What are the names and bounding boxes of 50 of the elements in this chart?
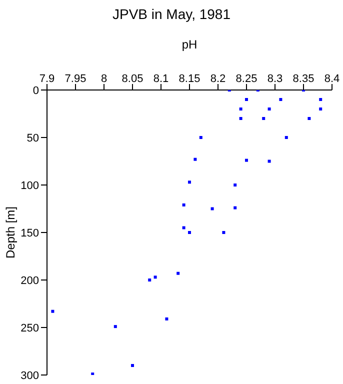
point [319,108,322,110]
x-tick-label: 7.9 [39,73,55,85]
x-axis-title: pH [182,38,198,52]
point [188,231,191,234]
x-tick-label: 8.1 [153,73,169,85]
point [284,136,288,139]
x-tick-label: 8.4 [324,73,340,85]
x-tick-label: 8.2 [210,73,226,85]
chart-title: JPVB in May, 1981 [111,6,232,22]
point [154,276,157,279]
x-tick-label: 8.05 [122,73,144,85]
y-axis-title: Depth [m] [3,206,18,259]
y-tick-label: 300 [20,370,39,382]
point [222,231,226,234]
x-tick-label: 8.3 [267,73,283,85]
x-tick-label: 8.35 [292,73,314,85]
point [308,117,311,120]
x-tick-label: 8.25 [236,73,258,85]
point [239,108,242,110]
point [245,98,248,101]
x-tick-label: 7.95 [64,73,86,85]
point [268,160,271,163]
point [194,158,197,161]
y-tick-label: 250 [20,322,39,334]
point [319,98,322,101]
point [148,278,152,282]
point [199,136,202,139]
x-tick-label: 8.15 [178,73,200,85]
y-tick-label: 200 [20,274,39,287]
point [268,108,271,110]
y-tick-label: 0 [32,84,39,97]
point [234,206,237,210]
point [131,364,134,367]
point [210,207,214,210]
point [234,184,237,186]
point [51,310,54,313]
y-tick-label: 150 [20,227,39,240]
point [279,98,282,101]
point [262,117,266,120]
point [176,272,180,275]
point [114,325,117,328]
y-tick-label: 50 [26,132,39,144]
point [188,180,191,184]
point [245,158,248,162]
point [239,117,242,120]
x-tick-label: 8 [100,73,108,85]
point [182,226,186,230]
point [182,203,186,206]
point [165,317,168,320]
y-tick-label: 100 [20,180,39,192]
